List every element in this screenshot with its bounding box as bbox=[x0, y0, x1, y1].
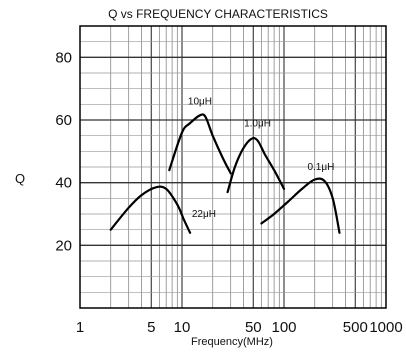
plot-frame bbox=[79, 25, 387, 309]
series-curve bbox=[109, 185, 192, 234]
series-curve bbox=[226, 136, 286, 194]
series-label: 1.0μH bbox=[244, 118, 271, 129]
tick-labels: 1 5 10 50 100 500 1000 20 40 60 80 bbox=[55, 49, 402, 336]
y-tick-label: 40 bbox=[55, 175, 72, 192]
x-tick-label: 100 bbox=[271, 319, 296, 336]
x-tick-label: 1000 bbox=[369, 319, 402, 336]
chart-title: Q vs FREQUENCY CHARACTERISTICS bbox=[108, 7, 328, 21]
x-tick-label: 50 bbox=[245, 319, 262, 336]
x-tick-label: 5 bbox=[147, 319, 155, 336]
y-axis-label: Q bbox=[15, 171, 25, 186]
series-label: 22μH bbox=[192, 209, 216, 220]
x-tick-label: 1 bbox=[76, 319, 84, 336]
x-tick-label: 10 bbox=[174, 319, 191, 336]
x-axis-label: Frequency(MHz) bbox=[191, 336, 273, 348]
series-curve bbox=[260, 177, 341, 234]
x-tick-label: 500 bbox=[343, 319, 368, 336]
series-label: 10μH bbox=[188, 96, 212, 107]
series-curve bbox=[168, 113, 232, 175]
series-labels: 22μH 10μH 1.0μH 0.1μH bbox=[188, 96, 334, 220]
grid bbox=[80, 26, 386, 308]
series bbox=[109, 113, 341, 234]
y-tick-label: 60 bbox=[55, 112, 72, 129]
y-tick-label: 80 bbox=[55, 49, 72, 66]
y-tick-label: 20 bbox=[55, 237, 72, 254]
series-label: 0.1μH bbox=[307, 162, 334, 173]
